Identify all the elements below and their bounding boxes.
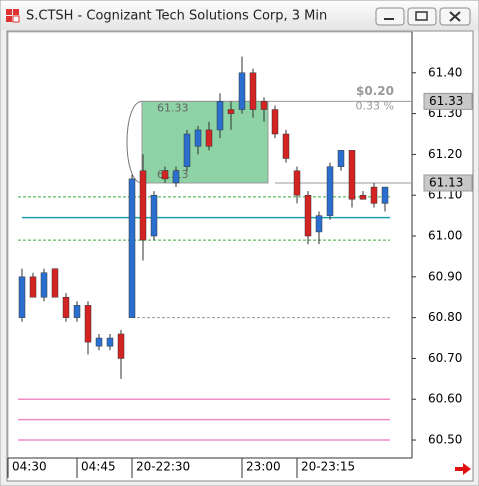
candle-body (249, 72, 257, 110)
minimize-button[interactable] (375, 7, 405, 26)
close-button[interactable] (439, 7, 471, 26)
y-tick-label: 61.20 (428, 147, 462, 161)
candle-body (271, 109, 279, 135)
x-tick-label: 04:45 (81, 460, 116, 474)
candle-body (370, 186, 378, 204)
candle-body (95, 337, 103, 347)
maximize-button[interactable] (407, 7, 437, 26)
y-tick-label: 60.60 (428, 392, 462, 406)
candle-body (139, 170, 147, 241)
candle-body (128, 178, 136, 318)
y-tick-label: 61.00 (428, 229, 462, 243)
price-tag-label: 61.13 (429, 175, 463, 189)
y-tick-label: 61.40 (428, 65, 462, 79)
candle-body (161, 170, 169, 180)
candle-body (106, 337, 114, 347)
measure-change: $0.20 (356, 84, 394, 98)
candle-body (315, 215, 323, 233)
x-tick-label: 23:00 (246, 460, 281, 474)
window-title: S.CTSH - Cognizant Tech Solutions Corp, … (26, 9, 327, 24)
candle-body (381, 186, 389, 204)
plot-area (7, 31, 413, 459)
candle-body (216, 101, 224, 131)
candle-body (18, 276, 26, 318)
candle-body (359, 194, 367, 200)
candle-body (51, 268, 59, 298)
measure-percent: 0.33 % (356, 99, 394, 112)
x-tick-label: 04:30 (12, 460, 47, 474)
candle-body (293, 170, 301, 196)
candle-body (227, 109, 235, 114)
measure-connector (126, 100, 143, 184)
candle-body (194, 129, 202, 147)
candle-body (326, 166, 334, 216)
candle-body (337, 150, 345, 167)
x-tick-label: 20-23:15 (301, 460, 355, 474)
candle-body (304, 194, 312, 237)
candle-body (73, 305, 81, 318)
candle-body (282, 133, 290, 159)
candle-body (172, 170, 180, 184)
candle-body (62, 296, 70, 318)
price-tag-label: 61.33 (429, 94, 463, 108)
y-tick-label: 60.50 (428, 433, 462, 447)
candle-body (29, 276, 37, 298)
y-tick-label: 60.80 (428, 310, 462, 324)
candle-body (40, 272, 48, 298)
candle-body (183, 133, 191, 167)
candle-body (238, 72, 246, 110)
app-icon (6, 9, 20, 23)
scroll-arrow[interactable] (455, 463, 471, 475)
y-tick-label: 60.70 (428, 351, 462, 365)
price-tag (423, 174, 473, 192)
price-tag (423, 92, 473, 110)
candle-body (84, 305, 92, 343)
candle-body (348, 150, 356, 200)
candle-body (150, 194, 158, 237)
y-tick-label: 60.90 (428, 269, 462, 283)
candle-body (260, 101, 268, 110)
candle-body (205, 129, 213, 147)
candle-body (117, 333, 125, 359)
measure-high-label: 61.33 (157, 101, 189, 114)
measure-box (141, 100, 269, 184)
x-tick-label: 20-22:30 (136, 460, 190, 474)
